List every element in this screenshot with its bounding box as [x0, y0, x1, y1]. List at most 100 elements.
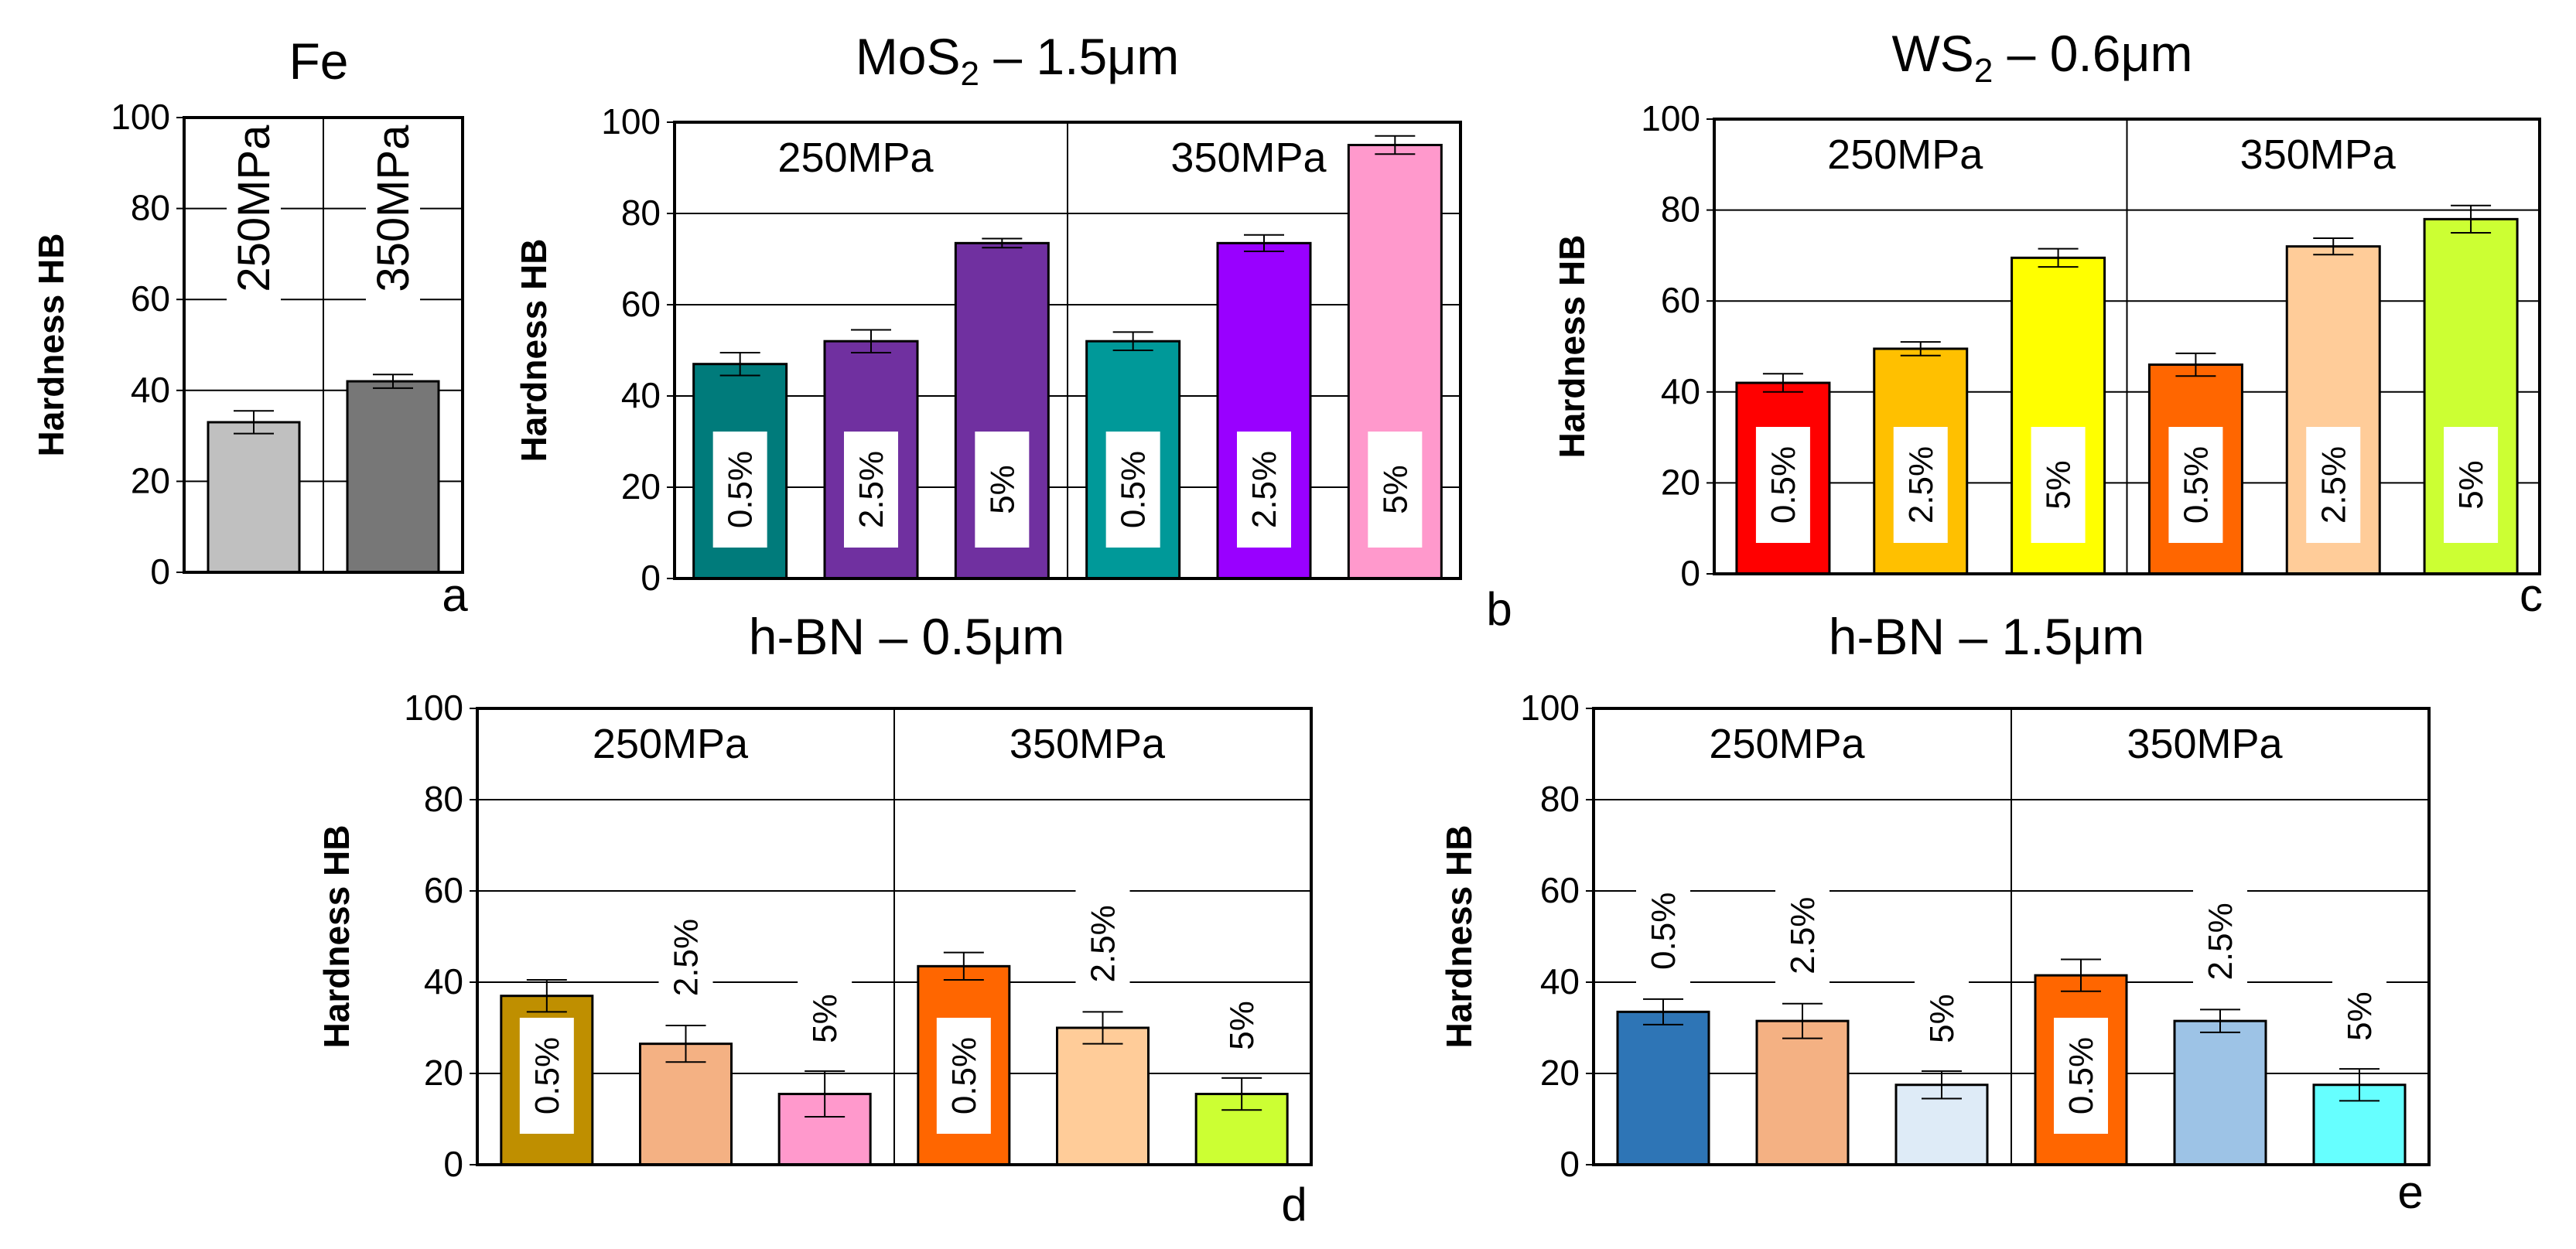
- bar-label: 2.5%: [1784, 897, 1822, 974]
- bar-label: 2.5%: [668, 919, 705, 996]
- bar-label-box: [844, 432, 898, 548]
- plot-frame: [673, 121, 1462, 580]
- bar-label-box: [227, 104, 281, 313]
- bar-label: 5%: [806, 994, 844, 1043]
- bar-6: 5%: [1347, 135, 1443, 580]
- bar-label-box: [366, 104, 420, 313]
- bar-label-box: [2054, 1018, 2108, 1134]
- bar-4: 0.5%: [2147, 352, 2243, 575]
- bar-label-box: [975, 432, 1030, 548]
- y-tick-label: 40: [424, 961, 463, 1002]
- bar-label: 5%: [983, 465, 1021, 514]
- bar-label-box: [2031, 427, 2086, 543]
- y-tick-label: 60: [1661, 280, 1700, 320]
- bar-label-box: [798, 980, 852, 1058]
- y-tick-label: 40: [131, 370, 170, 410]
- title-rest: – 0.6μm: [1993, 25, 2192, 82]
- bar-label-box: [1237, 432, 1291, 548]
- bar-rect: [639, 1043, 733, 1166]
- bar-label: 350MPa: [368, 125, 419, 292]
- y-tick-label: 100: [111, 97, 170, 137]
- bar-1: 0.5%: [1735, 373, 1831, 575]
- bar-label: 0.5%: [1645, 892, 1683, 970]
- title-subscript: 2: [1974, 52, 1993, 90]
- y-tick-label: 0: [1680, 553, 1700, 593]
- bar-5: 2.5%: [2285, 237, 2381, 575]
- chart-panel-b: 0 20 40 60 80 100 250MPa 350MPa 0.5% 2.5% 5% 0.5% 2.…: [514, 28, 1512, 635]
- bar-label: 2.5%: [852, 451, 890, 528]
- bar-label-box: [1105, 432, 1160, 548]
- chart-panel-a: 0 20 40 60 80 100 250MPa 350MPa Hardness HB Fe a: [31, 32, 468, 621]
- bar-1: 0.5%: [500, 979, 594, 1166]
- y-axis-label: Hardness HB: [1439, 825, 1479, 1049]
- bar-6: 5%: [1194, 986, 1289, 1166]
- y-axis-label: Hardness HB: [31, 234, 71, 457]
- bar-label-box: [2193, 883, 2247, 1000]
- y-tick-label: 20: [131, 460, 170, 500]
- bar-label-box: [2444, 427, 2499, 543]
- y-axis-label: Hardness HB: [1552, 235, 1592, 459]
- y-tick-label: 0: [1560, 1144, 1580, 1184]
- bar-label: 0.5%: [945, 1037, 983, 1114]
- bar-5: 2.5%: [1216, 234, 1312, 580]
- bar-label-box: [1368, 432, 1423, 548]
- bar-label: 5%: [2341, 991, 2379, 1041]
- chart-title: MoS2 – 1.5μm: [856, 28, 1179, 93]
- bar-label: 0.5%: [2062, 1037, 2100, 1114]
- group-label: 250MPa: [1709, 721, 1865, 767]
- y-tick-label: 80: [424, 779, 463, 819]
- chart-panel-e: 0 20 40 60 80 100 250MPa 350MPa 0.5% 2.5% 5% 0.5% 2.…: [1439, 608, 2431, 1218]
- title-subscript: 2: [961, 55, 979, 93]
- bar-label-box: [1893, 427, 1948, 543]
- bar-label: 5%: [1223, 1001, 1261, 1050]
- bar-3: 5%: [1894, 980, 1989, 1166]
- y-tick-label: 0: [150, 551, 170, 592]
- bar-rect: [1755, 1019, 1850, 1166]
- y-tick-label: 20: [424, 1053, 463, 1093]
- y-tick-label: 0: [443, 1144, 463, 1184]
- bar-2: 2.5%: [639, 899, 733, 1166]
- panel-letter: a: [442, 569, 468, 621]
- bar-rect: [346, 380, 440, 574]
- bar-label: 5%: [1923, 994, 1961, 1043]
- y-tick-label: 40: [1661, 371, 1700, 411]
- bar-2: 2.5%: [823, 329, 919, 580]
- bar-rect: [207, 421, 301, 574]
- y-tick-label: 60: [131, 278, 170, 319]
- bar-label: 5%: [2452, 460, 2490, 510]
- bar-3: 5%: [2011, 247, 2106, 575]
- panel-letter: c: [2520, 569, 2543, 621]
- y-tick-label: 20: [1540, 1053, 1580, 1093]
- bar-rect: [1616, 1010, 1710, 1166]
- bar-label: 0.5%: [1115, 451, 1153, 528]
- y-tick-label: 80: [131, 188, 170, 228]
- bar-label: 0.5%: [1765, 446, 1802, 524]
- group-label: 350MPa: [1170, 135, 1327, 181]
- group-label: 250MPa: [1827, 131, 1983, 178]
- bar-4: 0.5%: [917, 951, 1011, 1166]
- bar-label: 2.5%: [1245, 451, 1283, 528]
- bar-3: 5%: [954, 237, 1050, 580]
- panel-letter: e: [2397, 1166, 2423, 1218]
- y-tick-label: 40: [621, 375, 661, 415]
- bar-4: 0.5%: [2034, 958, 2128, 1166]
- bar-label: 5%: [1376, 465, 1414, 514]
- chart-title: WS2 – 0.6μm: [1892, 25, 2193, 90]
- y-tick-label: 100: [404, 688, 463, 728]
- plot-frame: [1713, 118, 2541, 575]
- bar-label: 2.5%: [1085, 905, 1122, 982]
- plot-frame: [183, 116, 464, 574]
- y-tick-label: 80: [1540, 779, 1580, 819]
- panel-letter: b: [1486, 583, 1512, 635]
- y-tick-label: 60: [1540, 870, 1580, 910]
- bar-label-box: [2332, 978, 2386, 1056]
- bar-label-box: [1775, 877, 1830, 994]
- y-tick-label: 60: [621, 284, 661, 324]
- bar-label: 0.5%: [528, 1037, 566, 1114]
- y-axis-label: Hardness HB: [316, 825, 357, 1049]
- bar-label: 5%: [2040, 460, 2078, 510]
- bar-1: 0.5%: [692, 351, 788, 580]
- group-label: 250MPa: [593, 721, 749, 767]
- plot-frame: [476, 707, 1313, 1166]
- chart-title: h-BN – 0.5μm: [749, 608, 1065, 665]
